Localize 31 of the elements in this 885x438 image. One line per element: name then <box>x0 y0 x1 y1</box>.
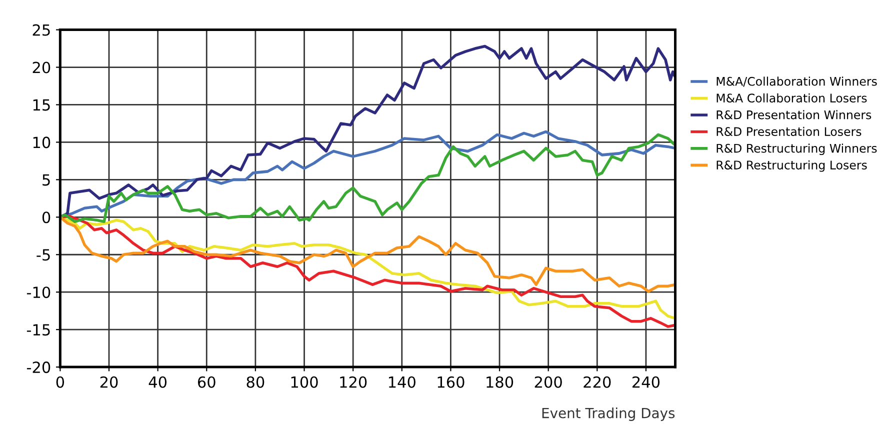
x-tick-label: 200 <box>534 376 562 388</box>
x-tick-label: 20 <box>100 376 118 388</box>
x-tick-label: 80 <box>246 376 264 388</box>
x-tick-label: 220 <box>584 376 611 388</box>
line-series <box>60 216 676 293</box>
y-tick-label: -10 <box>26 286 50 298</box>
x-tick-label: 180 <box>486 376 514 388</box>
y-tick-label: 10 <box>33 136 50 148</box>
x-tick-label: 160 <box>438 376 464 388</box>
y-tick-label: 5 <box>42 174 50 186</box>
legend-label: R&D Restructuring Winners <box>716 144 877 156</box>
x-tick-label: 60 <box>198 376 216 388</box>
x-tick-label: 100 <box>291 376 318 388</box>
legend-label: M&A Collaboration Losers <box>716 93 867 103</box>
x-tick-label: 240 <box>632 376 660 388</box>
x-tick-label: 140 <box>388 376 416 388</box>
y-tick-label: 0 <box>42 212 50 224</box>
x-axis-title: Event Trading Days <box>542 408 675 421</box>
y-tick-label: -5 <box>36 249 50 261</box>
x-tick-label: 0 <box>56 376 64 388</box>
x-tick-label: 120 <box>340 376 367 388</box>
y-tick-label: 25 <box>32 24 50 36</box>
y-tick-label: 15 <box>33 99 50 111</box>
y-tick-label: -20 <box>26 362 50 374</box>
x-tick-label: 40 <box>148 376 167 388</box>
y-tick-label: 20 <box>32 62 50 74</box>
legend-label: R&D Restructuring Losers <box>716 160 867 172</box>
legend-label: R&D Presentation Winners <box>716 110 872 120</box>
legend-label: M&A/Collaboration Winners <box>716 76 877 87</box>
y-tick-label: -15 <box>26 324 50 336</box>
legend-label: R&D Presentation Losers <box>716 126 862 136</box>
